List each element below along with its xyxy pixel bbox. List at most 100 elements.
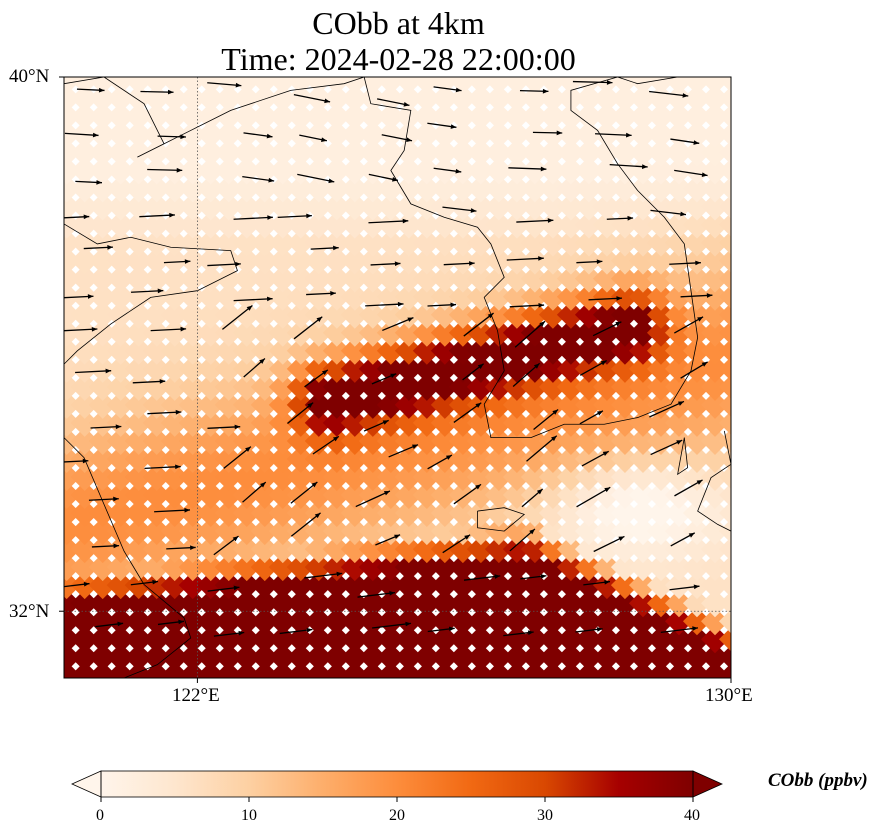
field-cell [88, 571, 117, 600]
axis-ticks [59, 76, 732, 683]
field-cell [719, 356, 731, 381]
field-cell [700, 625, 729, 654]
field-cell [395, 30, 423, 58]
field-cell [106, 390, 135, 419]
field-cell [430, 408, 459, 437]
field-cell [628, 535, 657, 564]
field-cell [88, 499, 117, 528]
field-cell [142, 318, 171, 347]
field-cell [35, 499, 63, 527]
field-cell [35, 301, 63, 329]
field-cell [719, 573, 731, 598]
field-cell [394, 102, 423, 131]
field-cell [430, 499, 459, 528]
field-cell [737, 643, 765, 671]
field-cell [466, 354, 495, 383]
field-cell [466, 643, 495, 672]
field-cell [556, 481, 585, 510]
field-cell [628, 571, 657, 600]
field-cell [664, 174, 693, 203]
wind-vectors [64, 80, 713, 637]
field-cell [412, 553, 441, 582]
field-cell [322, 589, 351, 618]
field-cell [377, 679, 405, 707]
wind-arrow-head [113, 543, 120, 549]
field-cell [484, 571, 513, 600]
field-cell [196, 444, 225, 473]
field-cell [322, 535, 351, 564]
field-cell [142, 390, 171, 419]
wind-arrow-head [676, 440, 683, 445]
field-cell [719, 555, 731, 580]
field-cell [160, 354, 189, 383]
field-cell [628, 354, 657, 383]
field-cell [610, 192, 639, 221]
field-cell [520, 120, 549, 149]
field-cell [340, 643, 369, 672]
field-cell [197, 48, 225, 76]
field-cell [35, 229, 63, 257]
field-cell [394, 462, 423, 491]
field-cell [376, 120, 405, 149]
field-cell [124, 571, 153, 600]
field-cell [250, 462, 279, 491]
wind-arrow-head [542, 88, 549, 94]
field-cell [556, 120, 585, 149]
field-cell [358, 102, 387, 131]
field-cell [214, 336, 243, 365]
field-cell [142, 156, 171, 185]
field-cell [539, 30, 567, 58]
wind-arrow-shaft [297, 173, 335, 183]
field-cell [304, 354, 333, 383]
wind-arrow-shaft [368, 220, 409, 224]
field-cell [592, 138, 621, 167]
field-cell [502, 156, 531, 185]
field-cell [304, 336, 333, 365]
field-cell [106, 138, 135, 167]
field-cell [574, 264, 603, 293]
field-cell [700, 553, 729, 582]
field-cell [664, 462, 693, 491]
field-cell [178, 174, 207, 203]
field-cell [142, 589, 171, 618]
field-cell [610, 444, 639, 473]
field-cell [287, 30, 315, 58]
field-cell [592, 589, 621, 618]
field-cell [430, 625, 459, 654]
field-cell [250, 643, 279, 672]
field-cell [737, 193, 765, 221]
field-cell [232, 607, 261, 636]
field-cell [160, 336, 189, 365]
field-cell [214, 643, 243, 672]
field-cell [664, 138, 693, 167]
field-cell [737, 319, 765, 347]
field-cell [484, 336, 513, 365]
coastline-korea [363, 77, 699, 439]
field-cell [160, 643, 189, 672]
field-cell [502, 481, 531, 510]
field-cell [610, 462, 639, 491]
wind-arrow-head [397, 301, 404, 307]
field-cell [268, 444, 297, 473]
field-cell [304, 462, 333, 491]
field-cell [449, 30, 477, 58]
field-cell [17, 463, 45, 491]
field-cell [556, 318, 585, 347]
field-cell [520, 174, 549, 203]
field-cell [250, 444, 279, 473]
field-cell [17, 625, 45, 653]
field-cell [574, 372, 603, 401]
field-cell [700, 138, 729, 167]
field-cell [737, 247, 765, 275]
field-cell [412, 625, 441, 654]
field-cell [628, 390, 657, 419]
field-cell [35, 553, 63, 581]
field-cell [700, 517, 729, 546]
field-cell [358, 300, 387, 329]
field-cell [538, 138, 567, 167]
field-cell [268, 318, 297, 347]
field-cell [539, 679, 567, 707]
field-cell [232, 282, 261, 311]
field-cell [682, 372, 711, 401]
field-cell [124, 535, 153, 564]
